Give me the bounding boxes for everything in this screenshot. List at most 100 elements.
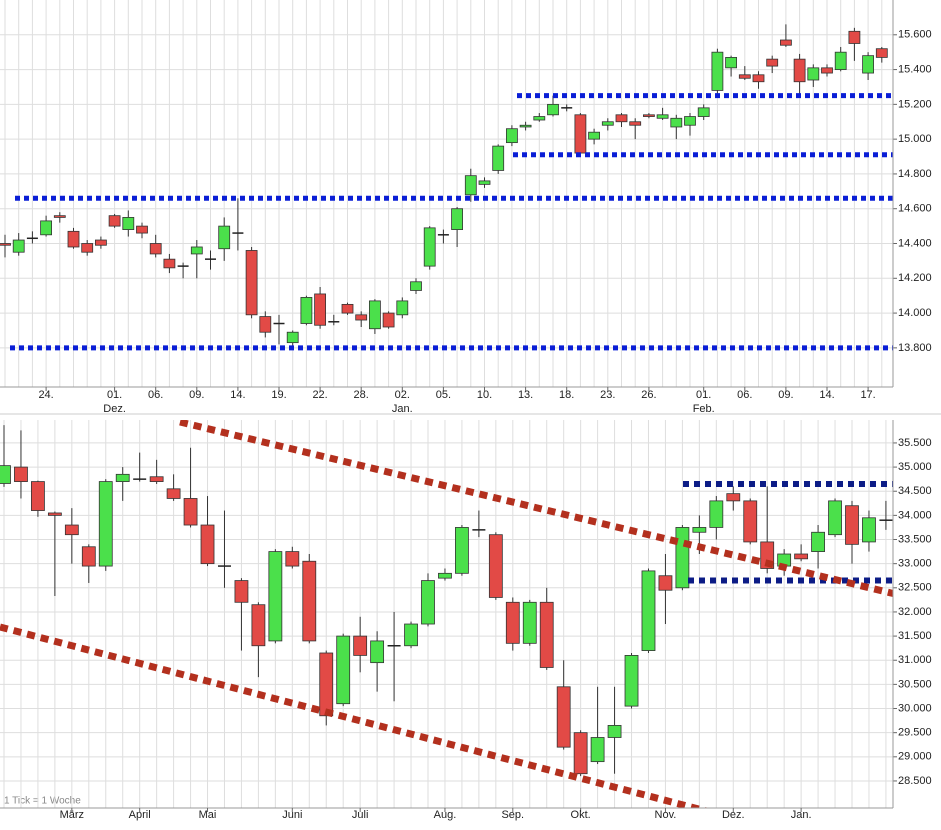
candle-body (423, 227, 436, 267)
x-tick-label: März (60, 809, 84, 821)
candle-body (421, 580, 435, 625)
y-tick-label: 15.600 (898, 29, 932, 41)
y-tick-label: 13.800 (898, 342, 932, 354)
candle-body (505, 128, 518, 144)
candle-body (780, 39, 792, 46)
candle-body (573, 732, 588, 775)
x-tick-label: 01. (107, 389, 122, 401)
candle-body (382, 312, 395, 328)
x-tick-label: Dez. (722, 809, 745, 821)
candle-body (122, 217, 135, 230)
candle-body (286, 331, 299, 344)
candle-body (684, 116, 696, 126)
candle-body (607, 725, 622, 738)
candle-body (828, 500, 842, 536)
candle-body (455, 527, 469, 574)
x-tick-label: 26. (641, 389, 656, 401)
candle-body (336, 635, 351, 705)
candle-body (862, 517, 876, 543)
x-tick-label: 10. (477, 389, 492, 401)
candle-body (234, 580, 249, 603)
x-month-label: Dez. (103, 403, 126, 415)
candle-body (251, 604, 266, 647)
candle-body (821, 67, 833, 74)
y-tick-label: 35.000 (898, 461, 932, 473)
candle-body (752, 74, 765, 83)
x-month-label: Jan. (392, 403, 413, 415)
x-tick-label: 17. (860, 389, 875, 401)
candle-body (793, 58, 806, 83)
candle-body (697, 107, 710, 117)
y-tick-label: 29.500 (898, 727, 932, 739)
trend-line (0, 623, 709, 808)
x-tick-label: 14. (230, 389, 245, 401)
candle-body (656, 114, 669, 119)
x-tick-label: 06. (148, 389, 163, 401)
candle-body (675, 527, 690, 589)
candle-body (834, 51, 847, 70)
candle-body (709, 500, 724, 528)
y-tick-label: 14.200 (898, 272, 932, 284)
candle-body (725, 56, 737, 69)
candle-body (64, 524, 79, 536)
candle-body (341, 303, 354, 314)
candle-body (556, 686, 571, 748)
candle-body (519, 124, 532, 128)
candle-body (0, 243, 11, 246)
y-tick-label: 30.500 (898, 678, 932, 690)
plot-area (0, 0, 893, 387)
trend-line (179, 420, 893, 598)
x-tick-label: Jan. (791, 809, 812, 821)
candle-body (67, 230, 80, 248)
candle-body (464, 175, 477, 196)
candle-body (259, 316, 272, 333)
y-tick-label: 34.000 (898, 509, 932, 521)
candle-body (533, 116, 546, 121)
candle-body (268, 551, 283, 642)
candle-body (314, 293, 327, 326)
candle-body (149, 243, 162, 255)
candle-body (183, 498, 198, 526)
x-tick-label: Aug. (434, 809, 457, 821)
candle-body (641, 570, 656, 651)
y-tick-label: 15.000 (898, 133, 932, 145)
x-tick-label: 13. (518, 389, 533, 401)
y-tick-label: 35.500 (898, 437, 932, 449)
candle-body (743, 500, 758, 543)
candle-body (115, 473, 130, 482)
candle-body (629, 121, 642, 126)
y-tick-label: 32.500 (898, 582, 932, 594)
candle-body (590, 737, 605, 763)
y-tick-label: 30.000 (898, 702, 932, 714)
x-tick-label: Nov. (655, 809, 677, 821)
candle-body (862, 55, 874, 74)
candle-body (353, 635, 368, 656)
y-tick-label: 34.500 (898, 485, 932, 497)
candle-body (200, 524, 215, 565)
x-tick-label: 05. (436, 389, 451, 401)
candle-body (807, 67, 820, 81)
candle-body (190, 246, 203, 255)
x-tick-label: Juni (282, 809, 302, 821)
candle-body (149, 476, 164, 482)
y-tick-label: 33.500 (898, 533, 932, 545)
y-tick-label: 31.500 (898, 630, 932, 642)
candle-body (368, 300, 381, 330)
candle-body (451, 208, 464, 230)
plot-area (0, 420, 893, 808)
candle-body (245, 250, 258, 316)
candle-body (875, 48, 888, 58)
x-tick-label: 06. (737, 389, 752, 401)
candle-body (31, 481, 45, 511)
candle-body (396, 300, 409, 316)
candle-body (505, 601, 520, 644)
candle-body (547, 103, 559, 116)
candle-body (218, 225, 231, 250)
x-tick-label: 24. (38, 389, 53, 401)
candle-body (95, 239, 107, 246)
candle-body (766, 58, 779, 67)
y-tick-label: 14.800 (898, 168, 932, 180)
candle-body (370, 640, 385, 664)
candle-body (53, 215, 66, 218)
y-tick-label: 31.000 (898, 654, 932, 666)
